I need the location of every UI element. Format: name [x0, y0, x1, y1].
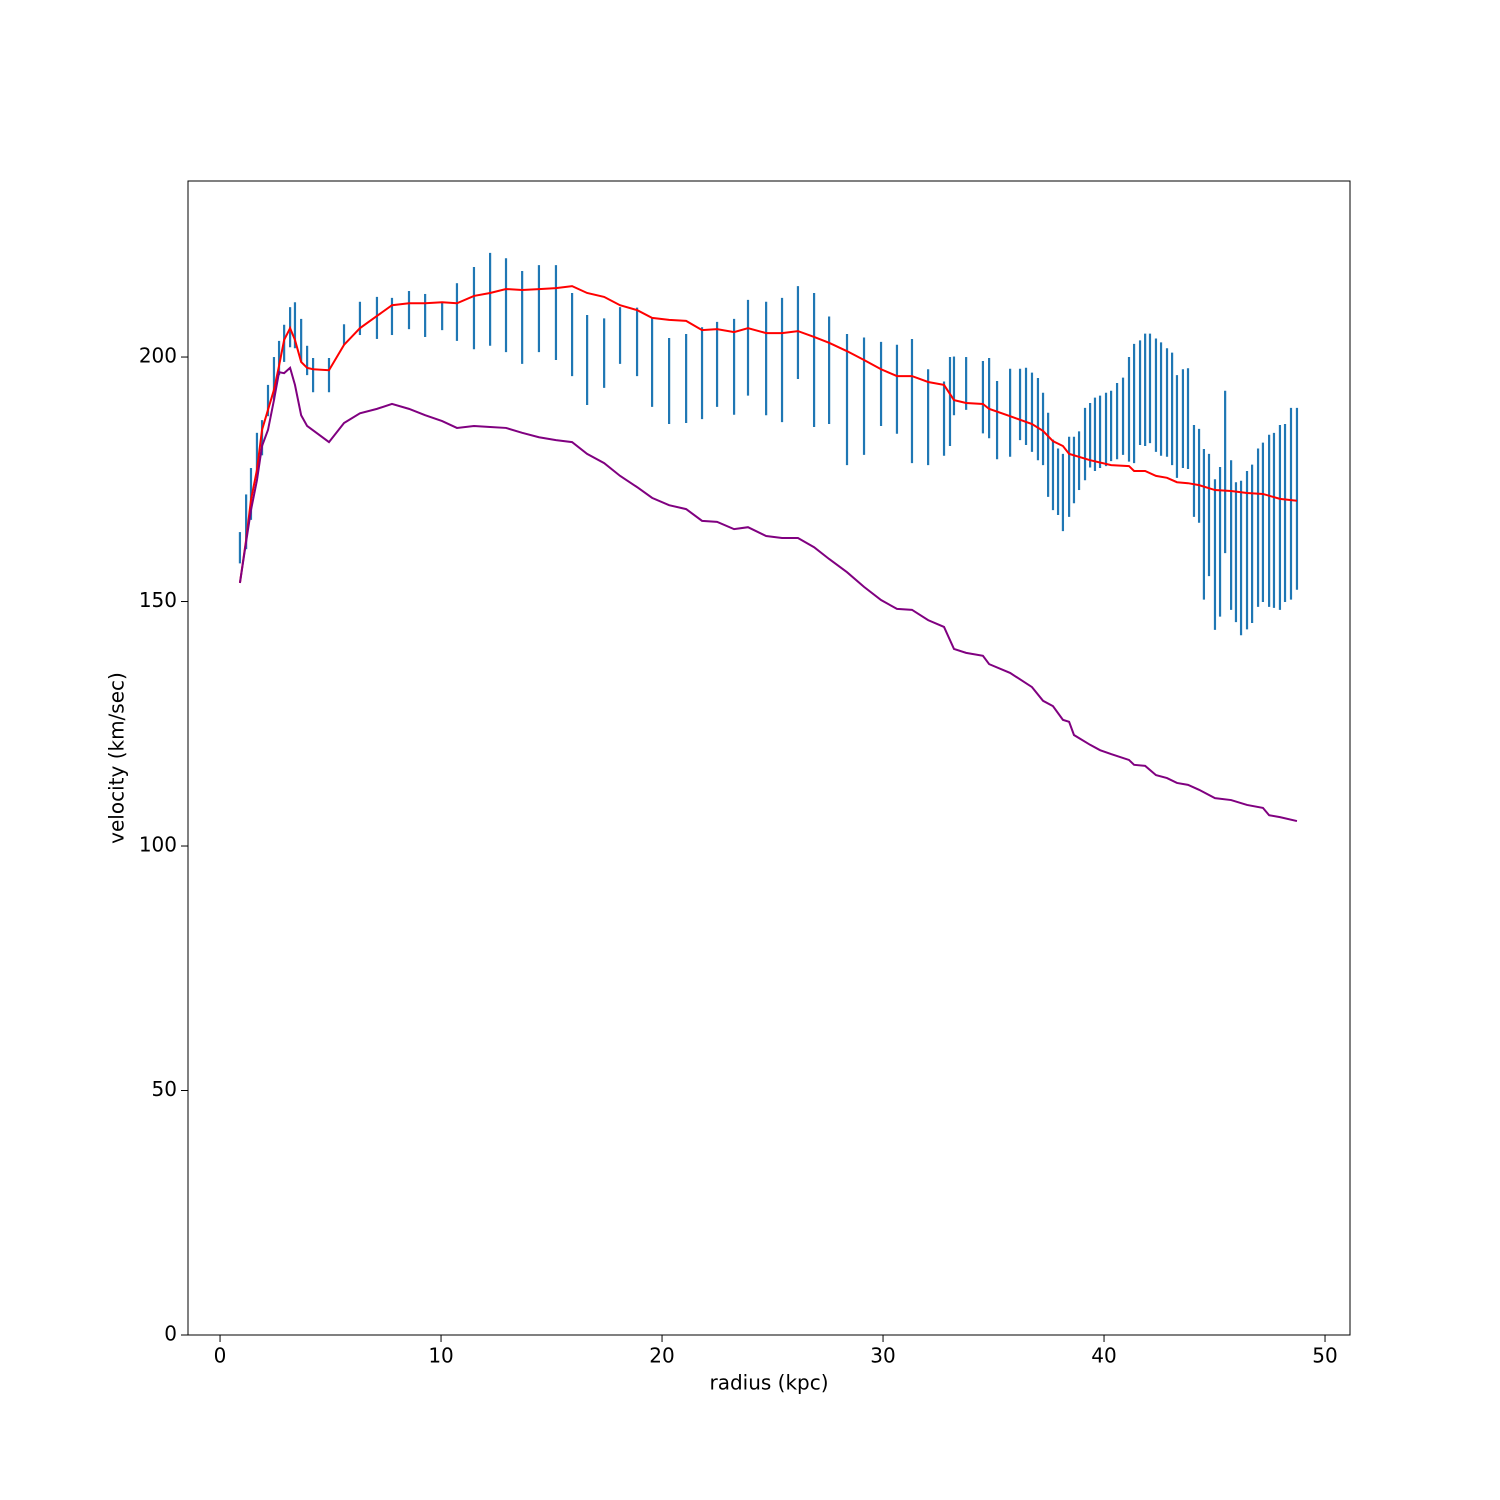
- x-tick-label: 10: [428, 1344, 453, 1368]
- x-axis-label: radius (kpc): [709, 1371, 828, 1395]
- line: [238, 285, 1298, 584]
- y-tick-label: 150: [139, 588, 177, 612]
- x-tick-label: 40: [1091, 1344, 1116, 1368]
- x-tick-label: 30: [870, 1344, 895, 1368]
- y-axis-label: velocity (km/sec): [105, 672, 129, 844]
- y-tick-label: 50: [152, 1077, 177, 1101]
- y-tick-label: 100: [139, 833, 177, 857]
- plot-frame: [187, 180, 1351, 1336]
- y-tick-label: 0: [164, 1322, 177, 1346]
- x-tick-label: 50: [1312, 1344, 1337, 1368]
- x-tick-label: 0: [214, 1344, 227, 1368]
- y-tick-label: 200: [139, 344, 177, 368]
- x-tick-label: 20: [649, 1344, 674, 1368]
- line: [238, 365, 1298, 823]
